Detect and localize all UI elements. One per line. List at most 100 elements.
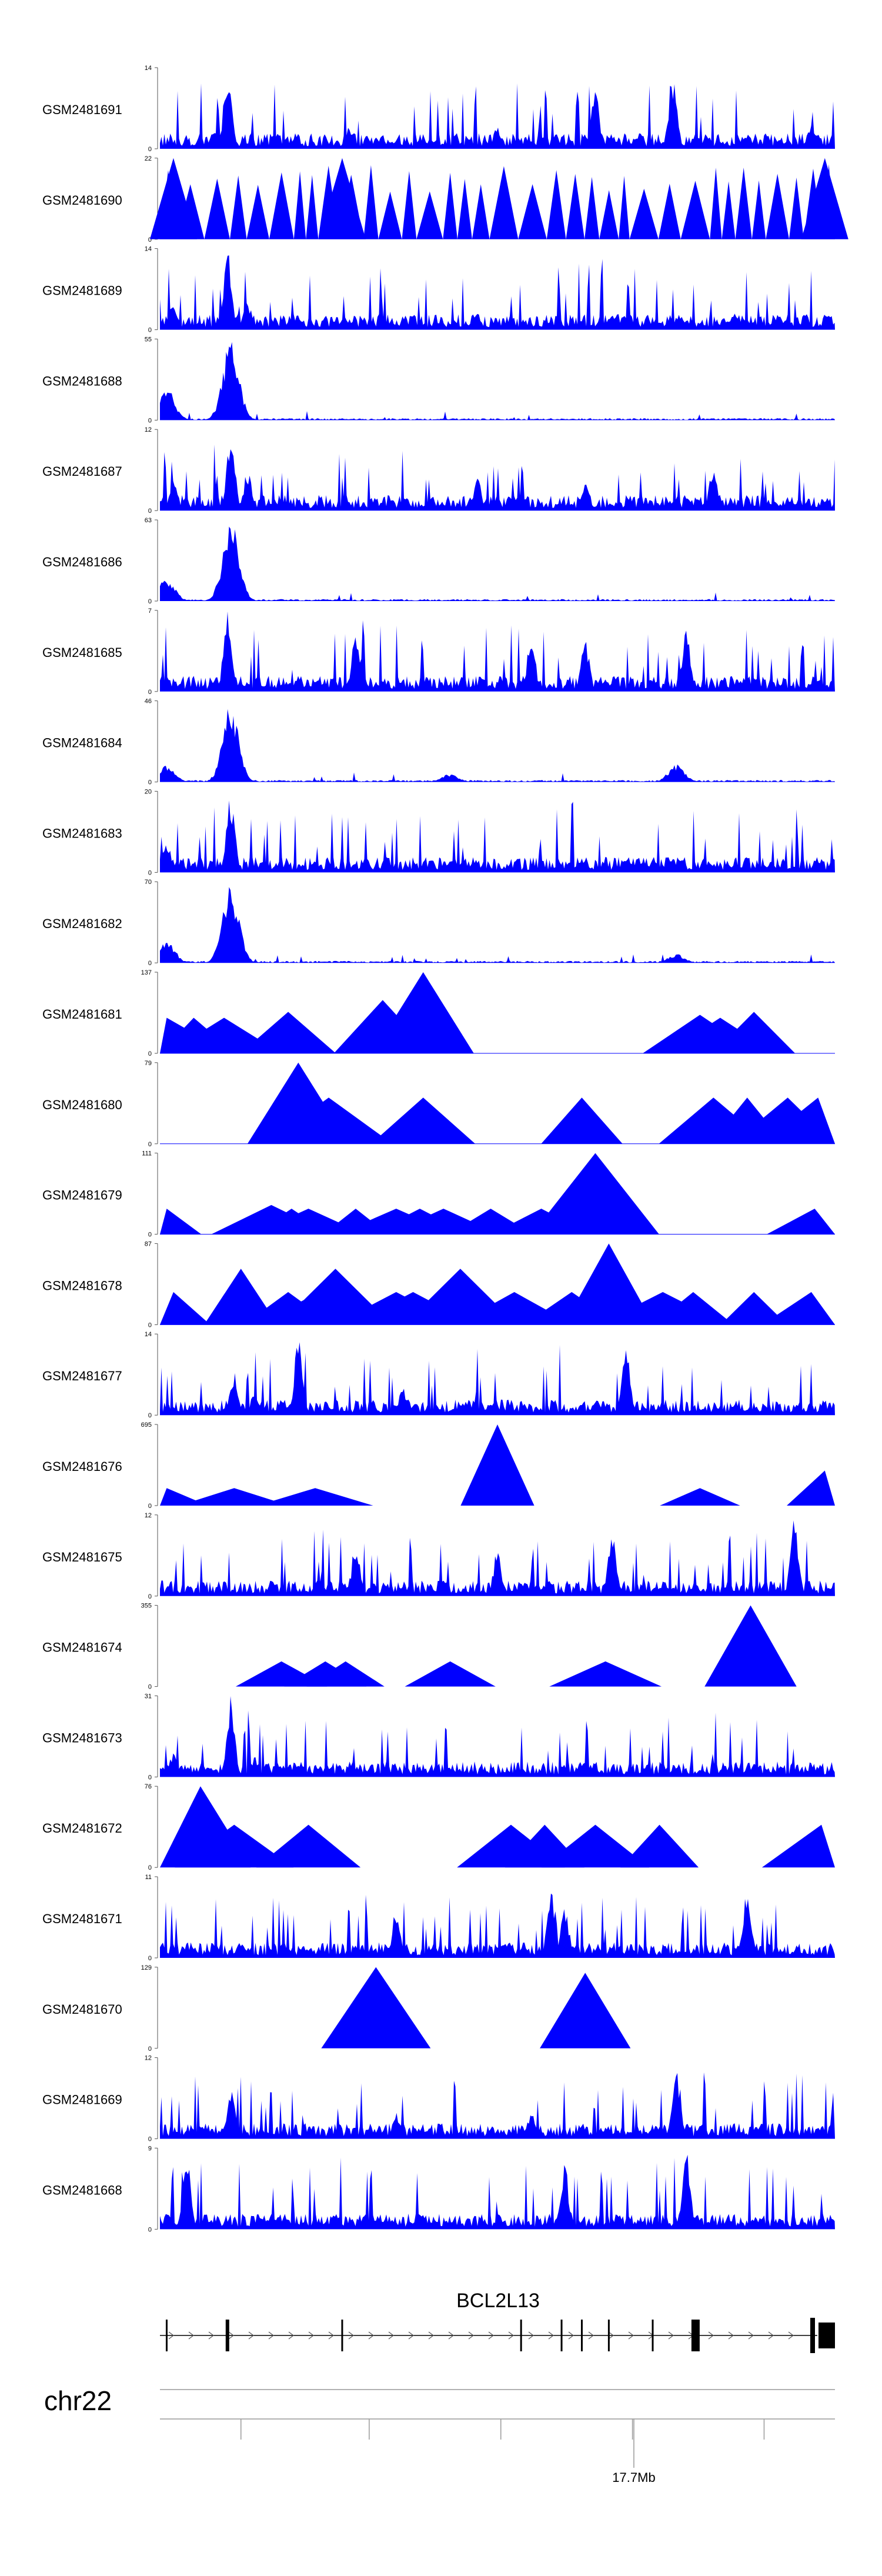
strand-arrow bbox=[588, 2331, 594, 2340]
track-label: GSM2481690 bbox=[42, 193, 122, 208]
y-max-label: 137 bbox=[141, 969, 152, 976]
signal-peak bbox=[204, 1269, 278, 1325]
gene-exon bbox=[818, 2323, 835, 2348]
track-GSM2481674: GSM2481674 355 0 bbox=[42, 1603, 797, 1691]
y-min-label: 0 bbox=[148, 1955, 152, 1962]
signal-area bbox=[160, 1520, 835, 1596]
y-min-label: 0 bbox=[148, 508, 152, 515]
signal-peak bbox=[620, 1824, 699, 1868]
chromosome-label: chr22 bbox=[44, 2385, 112, 2416]
y-min-label: 0 bbox=[148, 2136, 152, 2143]
signal-area bbox=[160, 2072, 835, 2139]
track-label: GSM2481671 bbox=[42, 1911, 122, 1926]
gene-exon bbox=[520, 2320, 522, 2351]
y-min-label: 0 bbox=[148, 1232, 152, 1239]
track-GSM2481675: GSM2481675 12 0 bbox=[42, 1512, 835, 1600]
gene-exon bbox=[691, 2320, 700, 2351]
y-min-label: 0 bbox=[148, 417, 152, 424]
y-min-label: 0 bbox=[148, 1593, 152, 1600]
signal-area bbox=[160, 709, 835, 782]
signal-area bbox=[160, 800, 835, 873]
strand-arrow bbox=[728, 2331, 734, 2340]
y-min-label: 0 bbox=[148, 2226, 152, 2233]
y-min-label: 0 bbox=[148, 1322, 152, 1329]
y-max-label: 55 bbox=[145, 336, 152, 343]
strand-arrow bbox=[228, 2331, 234, 2340]
track-label: GSM2481681 bbox=[42, 1007, 122, 1022]
y-min-label: 0 bbox=[148, 1141, 152, 1148]
signal-peak bbox=[532, 1153, 659, 1234]
track-GSM2481683: GSM2481683 20 0 bbox=[42, 788, 835, 876]
y-min-label: 0 bbox=[148, 1864, 152, 1871]
strand-arrow bbox=[608, 2331, 614, 2340]
y-min-label: 0 bbox=[148, 598, 152, 605]
y-max-label: 79 bbox=[145, 1060, 152, 1067]
signal-peak bbox=[318, 158, 366, 239]
coverage-tracks: GSM2481691140GSM2481690220GSM2481689140G… bbox=[42, 65, 848, 2233]
signal-area bbox=[160, 83, 835, 149]
signal-peak bbox=[306, 1661, 385, 1687]
track-GSM2481684: GSM2481684 46 0 bbox=[42, 698, 835, 786]
signal-peak bbox=[549, 1661, 662, 1687]
track-label: GSM2481684 bbox=[42, 736, 122, 750]
signal-peak bbox=[460, 1424, 534, 1506]
track-GSM2481676: GSM2481676 695 0 bbox=[42, 1422, 835, 1510]
track-label: GSM2481676 bbox=[42, 1459, 122, 1474]
y-max-label: 129 bbox=[141, 1964, 152, 1971]
strand-arrow bbox=[348, 2331, 354, 2340]
signal-peak bbox=[179, 1488, 290, 1506]
signal-peak bbox=[265, 1097, 393, 1144]
y-min-label: 0 bbox=[148, 146, 152, 153]
track-GSM2481668: GSM2481668 9 0 bbox=[42, 2145, 835, 2233]
signal-peak bbox=[760, 1097, 835, 1144]
strand-arrow bbox=[508, 2331, 514, 2340]
gene-exon bbox=[165, 2320, 168, 2351]
gene-exon bbox=[810, 2318, 815, 2353]
signal-peak bbox=[563, 1243, 654, 1325]
y-max-label: 14 bbox=[145, 1331, 152, 1338]
strand-arrow bbox=[668, 2331, 674, 2340]
gene-track: BCL2L13 bbox=[160, 2290, 835, 2353]
track-label: GSM2481670 bbox=[42, 2002, 122, 2017]
signal-peak bbox=[256, 1824, 361, 1868]
gene-exon bbox=[225, 2320, 229, 2351]
track-label: GSM2481687 bbox=[42, 464, 122, 479]
track-label: GSM2481680 bbox=[42, 1097, 122, 1112]
genomic-x-axis: 17.7Mb bbox=[240, 2419, 765, 2485]
strand-arrow bbox=[388, 2331, 394, 2340]
y-min-label: 0 bbox=[148, 779, 152, 786]
signal-peak bbox=[240, 1012, 336, 1053]
signal-peak bbox=[720, 1292, 787, 1325]
y-max-label: 22 bbox=[145, 155, 152, 162]
y-min-label: 0 bbox=[148, 1412, 152, 1419]
y-max-label: 355 bbox=[141, 1603, 152, 1610]
strand-arrow bbox=[448, 2331, 454, 2340]
signal-peak bbox=[761, 1824, 835, 1868]
strand-arrow bbox=[208, 2331, 214, 2340]
track-GSM2481680: GSM2481680 79 0 bbox=[42, 1060, 835, 1148]
track-label: GSM2481668 bbox=[42, 2183, 122, 2197]
x-tick-label: 17.7Mb bbox=[612, 2470, 655, 2485]
gene-name-label: BCL2L13 bbox=[456, 2290, 540, 2312]
y-max-label: 63 bbox=[145, 517, 152, 524]
signal-peak bbox=[160, 1209, 202, 1234]
track-GSM2481691: GSM2481691 14 0 bbox=[42, 65, 835, 153]
y-max-label: 111 bbox=[142, 1150, 152, 1157]
strand-arrow bbox=[748, 2331, 754, 2340]
gene-exon bbox=[581, 2320, 583, 2351]
y-min-label: 0 bbox=[148, 960, 152, 967]
gene-exon bbox=[652, 2320, 654, 2351]
track-label: GSM2481674 bbox=[42, 1640, 122, 1655]
signal-peak bbox=[540, 1973, 631, 2048]
signal-area bbox=[160, 444, 835, 511]
track-GSM2481690: GSM2481690 22 0 bbox=[42, 155, 848, 243]
y-max-label: 7 bbox=[148, 608, 152, 615]
y-min-label: 0 bbox=[148, 1684, 152, 1691]
y-max-label: 20 bbox=[145, 788, 152, 795]
strand-arrow bbox=[368, 2331, 374, 2340]
strand-arrow bbox=[628, 2331, 634, 2340]
y-max-label: 31 bbox=[145, 1693, 152, 1700]
track-label: GSM2481691 bbox=[42, 102, 122, 117]
strand-arrow bbox=[708, 2331, 714, 2340]
